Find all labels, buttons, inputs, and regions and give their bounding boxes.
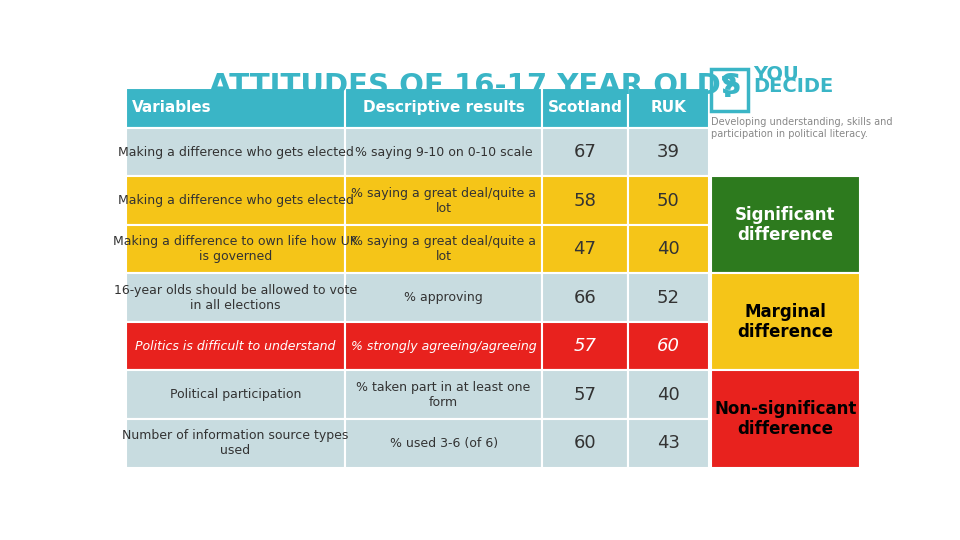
Bar bbox=[542, 177, 628, 225]
Text: 60: 60 bbox=[657, 338, 680, 355]
Text: 60: 60 bbox=[574, 434, 596, 453]
Bar bbox=[345, 322, 542, 370]
Bar bbox=[628, 225, 709, 273]
Text: % saying a great deal/quite a
lot: % saying a great deal/quite a lot bbox=[351, 235, 536, 263]
Text: 40: 40 bbox=[657, 386, 680, 404]
Text: 57: 57 bbox=[573, 338, 596, 355]
Text: DECIDE: DECIDE bbox=[754, 77, 833, 96]
Text: Non-significant
difference: Non-significant difference bbox=[714, 400, 856, 438]
Text: YOU: YOU bbox=[754, 65, 799, 84]
Bar bbox=[126, 322, 345, 370]
Text: 39: 39 bbox=[657, 143, 680, 161]
Text: Making a difference to own life how UK
is governed: Making a difference to own life how UK i… bbox=[113, 235, 358, 263]
Bar bbox=[345, 273, 542, 322]
Bar bbox=[628, 88, 709, 128]
Bar bbox=[628, 322, 709, 370]
Bar bbox=[542, 370, 628, 419]
Text: % saying 9-10 on 0-10 scale: % saying 9-10 on 0-10 scale bbox=[355, 146, 533, 159]
Text: % taken part in at least one
form: % taken part in at least one form bbox=[356, 381, 531, 409]
Bar bbox=[126, 419, 345, 468]
Bar bbox=[126, 88, 345, 128]
Text: % strongly agreeing/agreeing: % strongly agreeing/agreeing bbox=[350, 340, 537, 353]
Text: Making a difference who gets elected: Making a difference who gets elected bbox=[117, 146, 353, 159]
Bar bbox=[710, 273, 860, 370]
Text: Scotland: Scotland bbox=[547, 100, 622, 116]
Text: Politics is difficult to understand: Politics is difficult to understand bbox=[135, 340, 336, 353]
Text: Political participation: Political participation bbox=[170, 388, 301, 401]
Text: 40: 40 bbox=[657, 240, 680, 258]
Text: % saying a great deal/quite a
lot: % saying a great deal/quite a lot bbox=[351, 187, 536, 215]
Bar bbox=[126, 128, 345, 177]
Text: Making a difference who gets elected: Making a difference who gets elected bbox=[117, 194, 353, 207]
Bar bbox=[628, 419, 709, 468]
Text: % approving: % approving bbox=[404, 291, 483, 304]
Bar bbox=[345, 370, 542, 419]
Bar bbox=[628, 370, 709, 419]
Text: 16-year olds should be allowed to vote
in all elections: 16-year olds should be allowed to vote i… bbox=[114, 284, 357, 312]
Text: 67: 67 bbox=[573, 143, 596, 161]
Text: 47: 47 bbox=[573, 240, 596, 258]
Bar bbox=[542, 225, 628, 273]
Bar bbox=[542, 322, 628, 370]
Text: 57: 57 bbox=[573, 386, 596, 404]
Bar bbox=[542, 128, 628, 177]
Text: Variables: Variables bbox=[132, 100, 212, 116]
Text: % used 3-6 (of 6): % used 3-6 (of 6) bbox=[390, 437, 497, 450]
Text: 66: 66 bbox=[574, 289, 596, 307]
Text: 52: 52 bbox=[657, 289, 680, 307]
Text: 43: 43 bbox=[657, 434, 680, 453]
Bar bbox=[628, 177, 709, 225]
Text: RUK: RUK bbox=[650, 100, 686, 116]
Text: 58: 58 bbox=[573, 192, 596, 210]
Bar bbox=[628, 128, 709, 177]
Bar bbox=[710, 177, 860, 273]
Text: 50: 50 bbox=[657, 192, 680, 210]
Text: ATTITUDES OF 16-17 YEAR OLDS: ATTITUDES OF 16-17 YEAR OLDS bbox=[209, 72, 742, 100]
Bar bbox=[542, 88, 628, 128]
Text: Marginal
difference: Marginal difference bbox=[737, 302, 833, 341]
Bar bbox=[126, 370, 345, 419]
Bar bbox=[542, 419, 628, 468]
Text: ?: ? bbox=[720, 74, 738, 103]
Bar bbox=[628, 273, 709, 322]
Bar bbox=[126, 225, 345, 273]
Bar bbox=[126, 177, 345, 225]
Bar bbox=[542, 273, 628, 322]
Text: Developing understanding, skills and
participation in political literacy.: Developing understanding, skills and par… bbox=[710, 117, 892, 139]
Text: Significant
difference: Significant difference bbox=[735, 206, 835, 245]
Bar bbox=[345, 225, 542, 273]
Bar bbox=[345, 419, 542, 468]
Bar bbox=[710, 69, 748, 111]
Bar bbox=[345, 88, 542, 128]
Bar bbox=[345, 177, 542, 225]
Bar bbox=[710, 370, 860, 468]
Text: Descriptive results: Descriptive results bbox=[363, 100, 524, 116]
Text: Number of information source types
used: Number of information source types used bbox=[122, 429, 348, 457]
Bar bbox=[126, 273, 345, 322]
Bar bbox=[345, 128, 542, 177]
